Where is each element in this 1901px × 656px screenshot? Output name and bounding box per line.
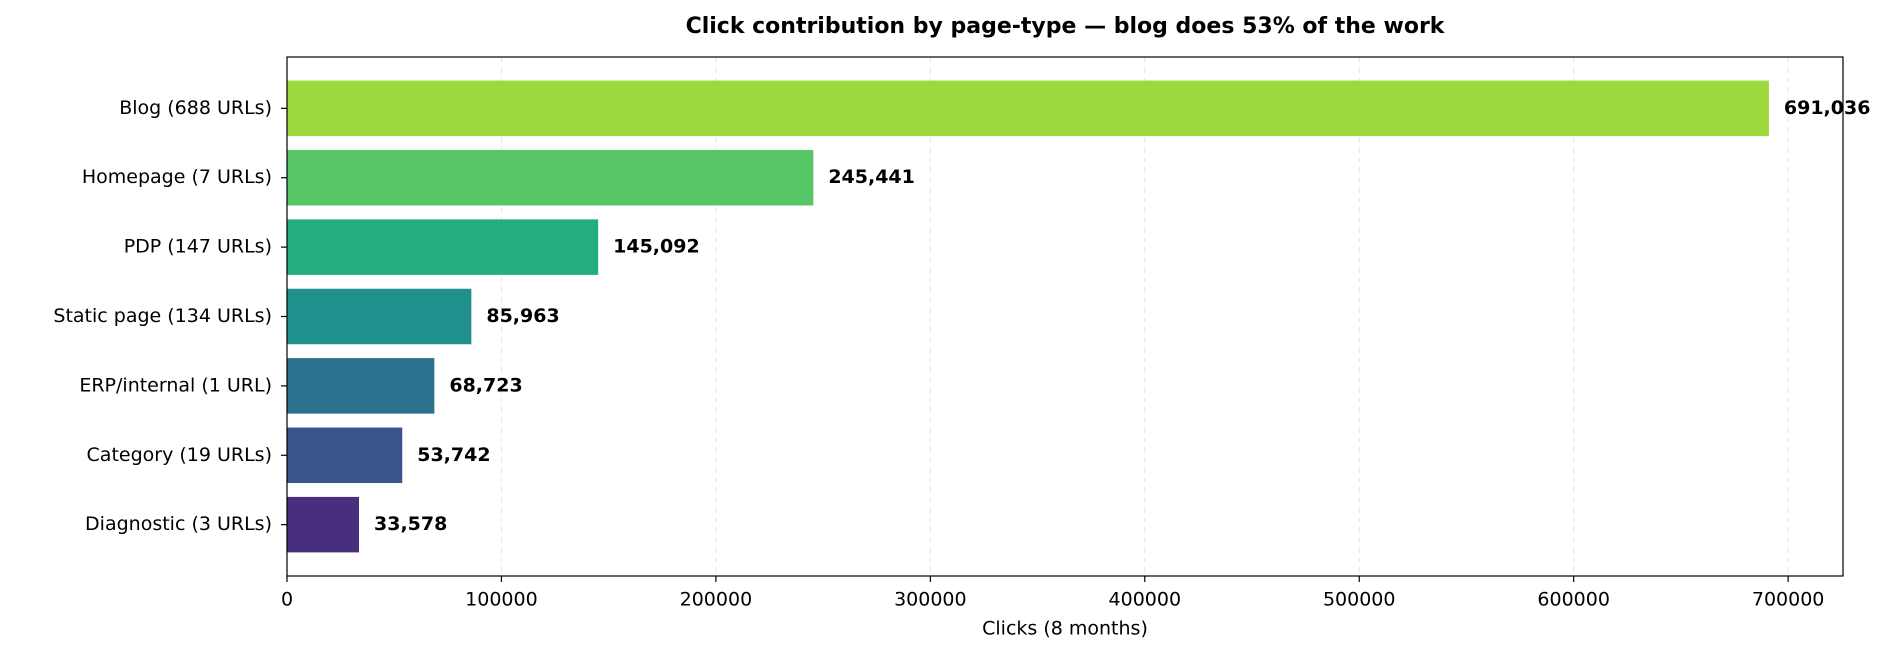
plot-frame <box>286 56 1844 577</box>
x-tick-label: 500000 <box>1323 589 1396 611</box>
x-tick-label: 600000 <box>1537 589 1610 611</box>
x-tick-label: 200000 <box>680 589 753 611</box>
x-axis-label: Clicks (8 months) <box>982 618 1148 640</box>
x-tick-label: 700000 <box>1752 589 1825 611</box>
bar <box>287 358 435 414</box>
value-label: 145,092 <box>613 236 700 258</box>
x-tick-label: 0 <box>281 589 293 611</box>
bar <box>287 219 599 275</box>
x-tick-label: 100000 <box>465 589 538 611</box>
bar <box>287 427 403 484</box>
bar <box>287 496 360 553</box>
value-label: 691,036 <box>1784 97 1871 119</box>
y-tick-label: Homepage (7 URLs) <box>82 166 272 188</box>
value-label: 68,723 <box>449 374 522 396</box>
y-tick-label: Diagnostic (3 URLs) <box>85 513 272 535</box>
value-label: 245,441 <box>828 166 915 188</box>
y-tick-label: Blog (688 URLs) <box>119 97 272 119</box>
y-tick-label: Category (19 URLs) <box>87 444 272 466</box>
x-tick-label: 300000 <box>894 589 967 611</box>
value-label: 85,963 <box>486 305 559 327</box>
value-label: 33,578 <box>374 513 447 535</box>
bar <box>287 149 814 206</box>
y-tick-label: Static page (134 URLs) <box>53 305 272 327</box>
bar <box>287 80 1769 137</box>
x-tick-label: 400000 <box>1109 589 1182 611</box>
bar <box>287 288 472 345</box>
chart-title: Click contribution by page-type — blog d… <box>686 14 1446 39</box>
y-tick-label: ERP/internal (1 URL) <box>79 374 272 396</box>
value-label: 53,742 <box>417 444 490 466</box>
y-tick-label: PDP (147 URLs) <box>124 236 272 258</box>
